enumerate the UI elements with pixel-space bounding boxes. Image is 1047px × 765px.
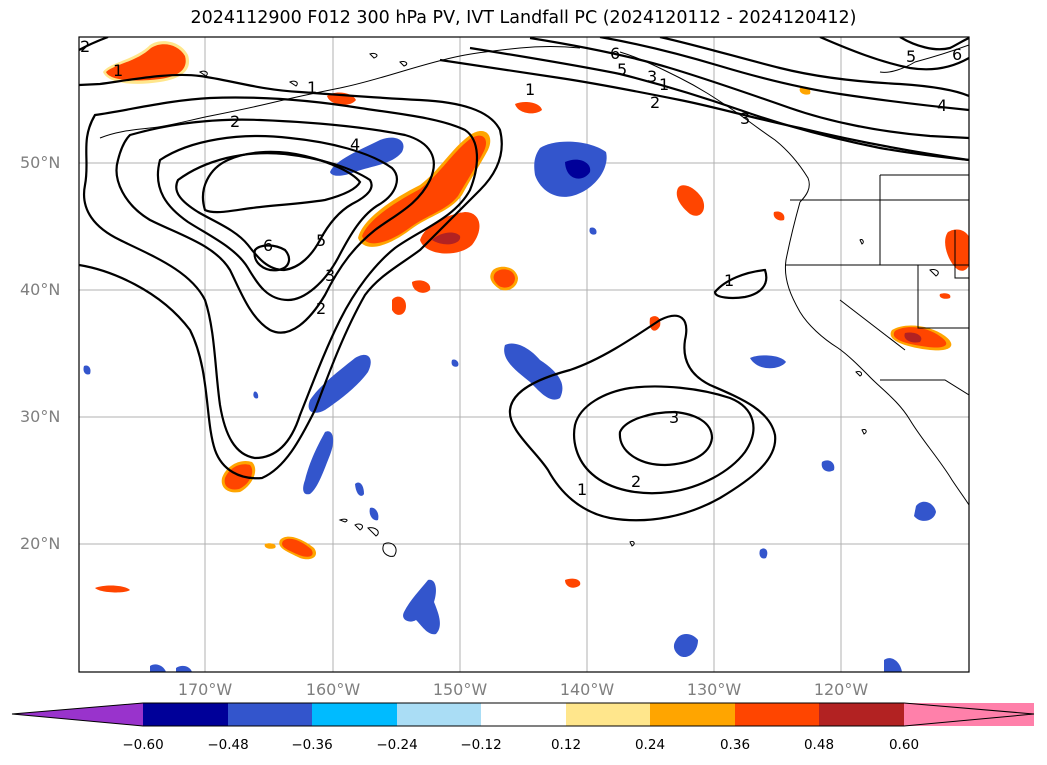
contour-label: 1 <box>525 80 535 99</box>
colorbar-segment <box>228 703 312 726</box>
contour-label: 1 <box>307 78 317 97</box>
colorbar-segment <box>819 703 904 726</box>
colorbar <box>11 702 1035 727</box>
contour-label: 1 <box>577 480 587 499</box>
colorbar-tick: 0.48 <box>803 737 835 753</box>
contour-label: 3 <box>669 408 679 427</box>
coastlines <box>99 44 969 557</box>
colorbar-segment <box>143 703 228 726</box>
colorbar-segment <box>312 703 397 726</box>
colorbar-tick: 0.24 <box>634 737 666 753</box>
contour-label: 3 <box>647 67 657 86</box>
colorbar-tick: −0.12 <box>460 737 502 753</box>
contour-label: 1 <box>659 75 669 94</box>
map-frame <box>78 36 970 673</box>
map-area: 1 1 1 1 1 1 2 2 2 2 3 3 3 3 4 4 5 5 5 6 … <box>79 37 969 672</box>
lat-label-40n: 40°N <box>20 280 61 299</box>
contour-label: 2 <box>80 37 90 56</box>
contour-label: 3 <box>325 266 335 285</box>
contour-label: 1 <box>113 61 123 80</box>
contour-label: 5 <box>617 60 627 79</box>
contour-label: 2 <box>650 93 660 112</box>
colorbar-extend-min <box>12 703 143 726</box>
colorbar-outline <box>11 702 1035 727</box>
colorbar-tick: 0.12 <box>550 737 582 753</box>
positive-anomaly-blobs <box>95 41 969 593</box>
contour-label: 4 <box>350 135 360 154</box>
colorbar-tick: −0.24 <box>376 737 418 753</box>
colorbar-tick: 0.60 <box>888 737 920 753</box>
negative-anomaly-blobs <box>83 137 936 672</box>
contour-label: 4 <box>937 96 947 115</box>
colorbar-tick: −0.36 <box>291 737 333 753</box>
lon-label-160w: 160°W <box>305 680 361 699</box>
contour-label: 2 <box>316 299 326 318</box>
contour-labels: 1 1 1 1 1 1 2 2 2 2 3 3 3 3 4 4 5 5 5 6 … <box>80 37 962 499</box>
lat-label-30n: 30°N <box>20 407 61 426</box>
contour-label: 1 <box>724 271 734 290</box>
colorbar-tick: 0.36 <box>719 737 751 753</box>
colorbar-segment <box>735 703 819 726</box>
map-title: 2024112900 F012 300 hPa PV, IVT Landfall… <box>190 8 857 28</box>
lon-label-150w: 150°W <box>432 680 488 699</box>
contour-label: 5 <box>906 47 916 66</box>
gridlines <box>79 37 969 672</box>
contour-label: 6 <box>610 44 620 63</box>
colorbar-segment <box>397 703 481 726</box>
contour-label: 3 <box>740 109 750 128</box>
colorbar-extend-max <box>904 703 1034 726</box>
lon-label-130w: 130°W <box>686 680 742 699</box>
ivt-contours <box>79 37 969 522</box>
contour-label: 2 <box>230 112 240 131</box>
contour-label: 6 <box>952 45 962 64</box>
contour-label: 2 <box>631 472 641 491</box>
lat-label-50n: 50°N <box>20 153 61 172</box>
colorbar-tick: −0.48 <box>207 737 249 753</box>
contour-label: 6 <box>263 236 273 255</box>
colorbar-segment <box>481 703 566 726</box>
lon-label-170w: 170°W <box>177 680 233 699</box>
colorbar-segment <box>650 703 735 726</box>
colorbar-tick: −0.60 <box>122 737 164 753</box>
colorbar-segment <box>566 703 650 726</box>
lon-label-120w: 120°W <box>813 680 869 699</box>
lat-label-20n: 20°N <box>20 534 61 553</box>
lon-label-140w: 140°W <box>559 680 615 699</box>
contour-label: 5 <box>316 231 326 250</box>
